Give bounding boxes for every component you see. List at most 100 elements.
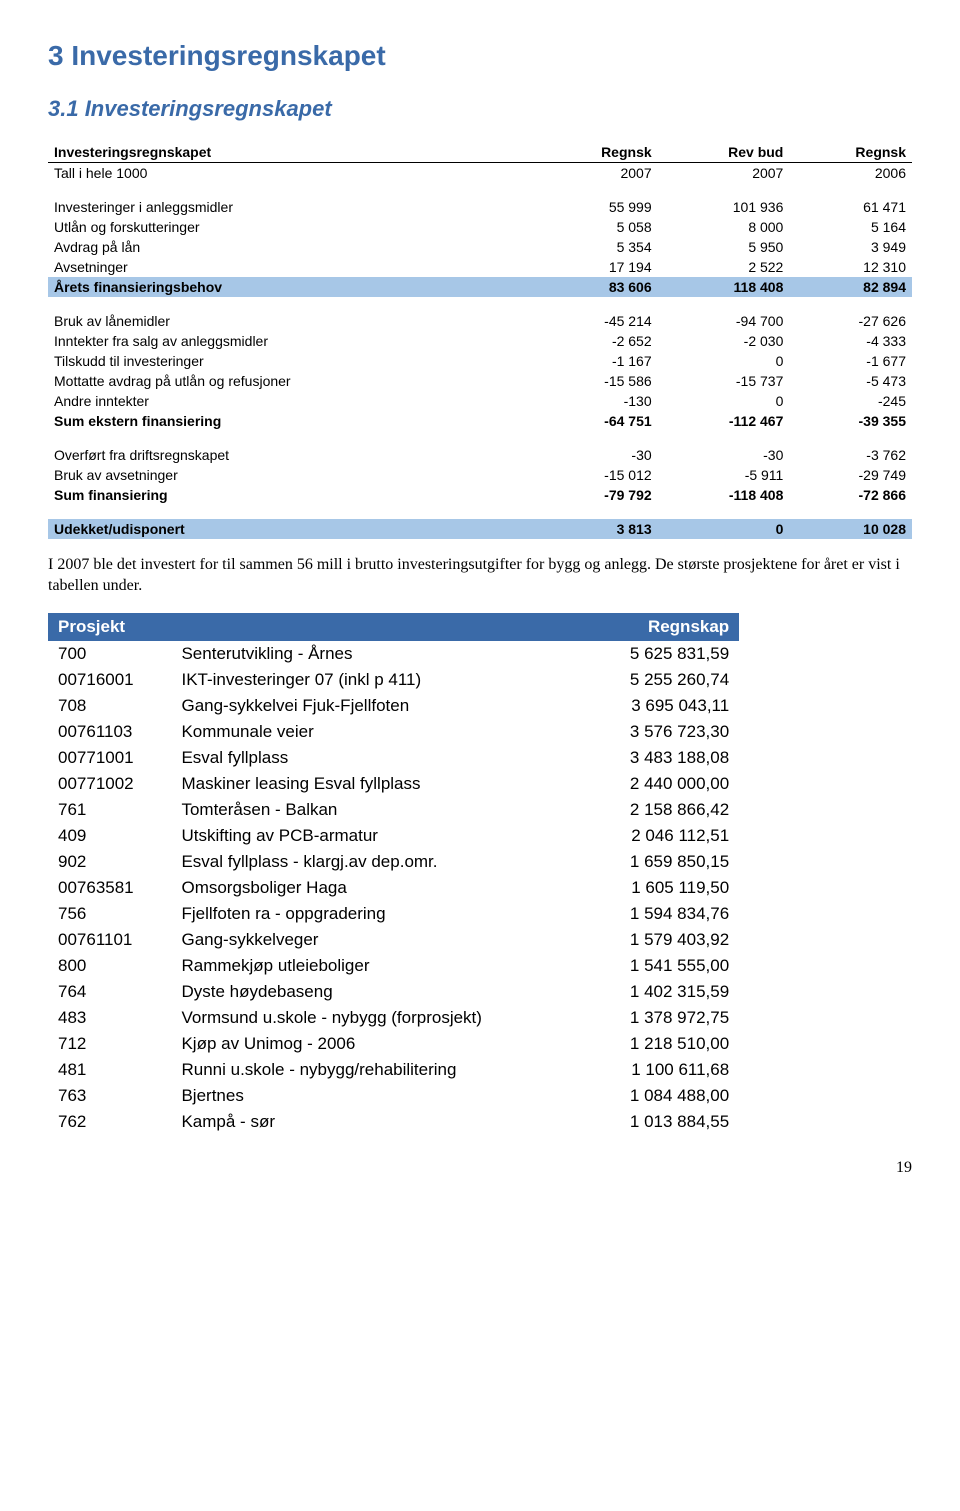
project-row: 800Rammekjøp utleieboliger1 541 555,00 bbox=[48, 953, 739, 979]
cell: -15 012 bbox=[535, 465, 658, 485]
row-label: Tilskudd til investeringer bbox=[48, 351, 535, 371]
col-header: Regnsk bbox=[535, 142, 658, 163]
project-name: Rammekjøp utleieboliger bbox=[171, 953, 585, 979]
cell: 3 949 bbox=[789, 237, 912, 257]
project-name: Kommunale veier bbox=[171, 719, 585, 745]
project-code: 764 bbox=[48, 979, 171, 1005]
cell: -5 473 bbox=[789, 371, 912, 391]
projects-header-row: Prosjekt Regnskap bbox=[48, 613, 739, 641]
project-code: 00763581 bbox=[48, 875, 171, 901]
table-row: Mottatte avdrag på utlån og refusjoner -… bbox=[48, 371, 912, 391]
cell: -30 bbox=[658, 445, 790, 465]
project-row: 756Fjellfoten ra - oppgradering1 594 834… bbox=[48, 901, 739, 927]
project-name: Gang-sykkelveger bbox=[171, 927, 585, 953]
project-name: Tomteråsen - Balkan bbox=[171, 797, 585, 823]
page-number: 19 bbox=[48, 1159, 912, 1177]
cell: 82 894 bbox=[789, 277, 912, 297]
cell: -2 652 bbox=[535, 331, 658, 351]
project-name: Maskiner leasing Esval fyllplass bbox=[171, 771, 585, 797]
project-amount: 3 695 043,11 bbox=[585, 693, 739, 719]
row-label: Bruk av lånemidler bbox=[48, 311, 535, 331]
row-label: Avsetninger bbox=[48, 257, 535, 277]
cell: 61 471 bbox=[789, 197, 912, 217]
project-amount: 3 483 188,08 bbox=[585, 745, 739, 771]
col-header-project: Prosjekt bbox=[48, 613, 585, 641]
table-subheader-row: Tall i hele 1000 2007 2007 2006 bbox=[48, 163, 912, 184]
cell: -45 214 bbox=[535, 311, 658, 331]
row-label: Utlån og forskutteringer bbox=[48, 217, 535, 237]
table-row: Tilskudd til investeringer -1 167 0 -1 6… bbox=[48, 351, 912, 371]
cell: 2 522 bbox=[658, 257, 790, 277]
table-row: Investeringer i anleggsmidler 55 999 101… bbox=[48, 197, 912, 217]
table-row: Overført fra driftsregnskapet -30 -30 -3… bbox=[48, 445, 912, 465]
project-code: 00761101 bbox=[48, 927, 171, 953]
cell: 17 194 bbox=[535, 257, 658, 277]
cell: -118 408 bbox=[658, 485, 790, 505]
project-row: 763Bjertnes1 084 488,00 bbox=[48, 1083, 739, 1109]
cell: -1 677 bbox=[789, 351, 912, 371]
cell: -39 355 bbox=[789, 411, 912, 431]
subheader-year: 2007 bbox=[535, 163, 658, 184]
cell: 55 999 bbox=[535, 197, 658, 217]
col-header-label: Investeringsregnskapet bbox=[48, 142, 535, 163]
project-code: 712 bbox=[48, 1031, 171, 1057]
project-code: 700 bbox=[48, 641, 171, 667]
project-code: 483 bbox=[48, 1005, 171, 1031]
project-row: 762Kampå - sør1 013 884,55 bbox=[48, 1109, 739, 1135]
project-row: 902Esval fyllplass - klargj.av dep.omr.1… bbox=[48, 849, 739, 875]
project-row: 00716001IKT-investeringer 07 (inkl p 411… bbox=[48, 667, 739, 693]
col-header: Rev bud bbox=[658, 142, 790, 163]
row-label: Mottatte avdrag på utlån og refusjoner bbox=[48, 371, 535, 391]
project-code: 00771001 bbox=[48, 745, 171, 771]
row-label: Bruk av avsetninger bbox=[48, 465, 535, 485]
project-code: 409 bbox=[48, 823, 171, 849]
cell: 101 936 bbox=[658, 197, 790, 217]
project-name: Senterutvikling - Årnes bbox=[171, 641, 585, 667]
project-amount: 2 158 866,42 bbox=[585, 797, 739, 823]
cell: 5 950 bbox=[658, 237, 790, 257]
project-code: 481 bbox=[48, 1057, 171, 1083]
cell: 10 028 bbox=[789, 519, 912, 539]
project-row: 700Senterutvikling - Årnes5 625 831,59 bbox=[48, 641, 739, 667]
projects-table: Prosjekt Regnskap 700Senterutvikling - Å… bbox=[48, 613, 739, 1135]
project-amount: 1 659 850,15 bbox=[585, 849, 739, 875]
project-amount: 3 576 723,30 bbox=[585, 719, 739, 745]
row-label: Overført fra driftsregnskapet bbox=[48, 445, 535, 465]
project-code: 00771002 bbox=[48, 771, 171, 797]
project-row: 409Utskifting av PCB-armatur2 046 112,51 bbox=[48, 823, 739, 849]
cell: -5 911 bbox=[658, 465, 790, 485]
project-amount: 1 084 488,00 bbox=[585, 1083, 739, 1109]
project-row: 481Runni u.skole - nybygg/rehabilitering… bbox=[48, 1057, 739, 1083]
project-amount: 1 100 611,68 bbox=[585, 1057, 739, 1083]
project-name: Bjertnes bbox=[171, 1083, 585, 1109]
cell: 83 606 bbox=[535, 277, 658, 297]
project-amount: 2 046 112,51 bbox=[585, 823, 739, 849]
body-paragraph: I 2007 ble det investert for til sammen … bbox=[48, 555, 912, 597]
sum-row: Sum ekstern finansiering -64 751 -112 46… bbox=[48, 411, 912, 431]
project-name: Utskifting av PCB-armatur bbox=[171, 823, 585, 849]
cell: -1 167 bbox=[535, 351, 658, 371]
cell: -2 030 bbox=[658, 331, 790, 351]
cell: -245 bbox=[789, 391, 912, 411]
project-amount: 2 440 000,00 bbox=[585, 771, 739, 797]
table-row: Andre inntekter -130 0 -245 bbox=[48, 391, 912, 411]
project-name: Fjellfoten ra - oppgradering bbox=[171, 901, 585, 927]
subsection-heading: 3.1 Investeringsregnskapet bbox=[48, 96, 912, 122]
project-amount: 1 402 315,59 bbox=[585, 979, 739, 1005]
project-amount: 1 218 510,00 bbox=[585, 1031, 739, 1057]
project-amount: 1 605 119,50 bbox=[585, 875, 739, 901]
cell: -130 bbox=[535, 391, 658, 411]
project-amount: 1 541 555,00 bbox=[585, 953, 739, 979]
section-heading: 3 Investeringsregnskapet bbox=[48, 40, 912, 72]
project-row: 761Tomteråsen - Balkan2 158 866,42 bbox=[48, 797, 739, 823]
cell: -15 586 bbox=[535, 371, 658, 391]
project-name: Runni u.skole - nybygg/rehabilitering bbox=[171, 1057, 585, 1083]
project-row: 764Dyste høydebaseng1 402 315,59 bbox=[48, 979, 739, 1005]
finance-table: Investeringsregnskapet Regnsk Rev bud Re… bbox=[48, 142, 912, 539]
project-code: 00761103 bbox=[48, 719, 171, 745]
project-name: IKT-investeringer 07 (inkl p 411) bbox=[171, 667, 585, 693]
row-label: Investeringer i anleggsmidler bbox=[48, 197, 535, 217]
row-label: Sum ekstern finansiering bbox=[48, 411, 535, 431]
project-row: 00761103Kommunale veier3 576 723,30 bbox=[48, 719, 739, 745]
project-name: Gang-sykkelvei Fjuk-Fjellfoten bbox=[171, 693, 585, 719]
